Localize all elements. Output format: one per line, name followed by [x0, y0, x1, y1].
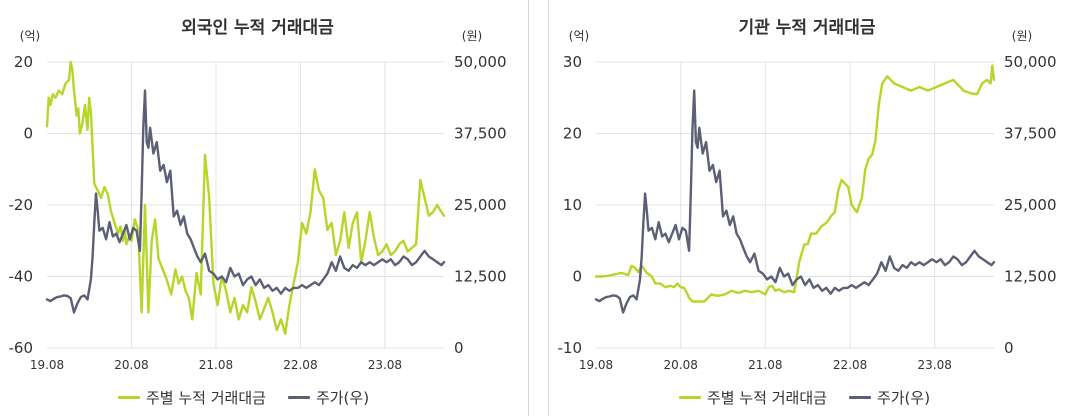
institution-chart: 기관 누적 거래대금 (억) (원) 19.08 20.08 21.08 22.08 23.0… [558, 18, 1057, 372]
foreign-investor-chart-panel: 외국인 누적 거래대금 (억) (원) 19.08 20.08 21.08 22.08 23.… [0, 0, 529, 416]
chart-title: 기관 누적 거래대금 [739, 18, 876, 38]
right-y-tick-label: 25,000 [454, 196, 507, 214]
right-y-tick-label: 0 [1004, 339, 1014, 357]
right-y-tick-label: 37,500 [454, 125, 507, 143]
chart-title: 외국인 누적 거래대금 [181, 18, 334, 38]
legend-item-price: 주가(우) [848, 387, 931, 408]
left-y-tick-label: 10 [563, 196, 582, 214]
x-tick-label: 20.08 [114, 358, 148, 372]
right-axis-unit: (원) [462, 29, 482, 43]
x-tick-label: 23.08 [918, 358, 952, 372]
x-tick-label: 21.08 [748, 358, 782, 372]
stock-price-series-line [45, 89, 446, 314]
x-tick-label: 20.08 [664, 358, 698, 372]
x-tick-label: 19.08 [30, 358, 64, 372]
legend-swatch-flow [118, 396, 140, 399]
legend-swatch-price [287, 396, 310, 399]
right-y-tick-label: 50,000 [454, 53, 507, 71]
stock-price-series-line [594, 89, 996, 314]
institution-chart-panel: 기관 누적 거래대금 (억) (원) 19.08 20.08 21.08 22.08 23.0… [548, 0, 1077, 416]
x-tick-label: 22.08 [833, 358, 867, 372]
panel-gap [529, 0, 548, 416]
legend-swatch-flow [679, 396, 701, 399]
x-tick-label: 19.08 [579, 358, 613, 372]
left-y-tick-label: 0 [23, 125, 33, 143]
left-y-tick-label: 30 [563, 53, 582, 71]
left-axis-unit: (억) [20, 29, 40, 43]
cumulative-flow-series-line [45, 60, 446, 335]
left-axis-unit: (억) [569, 29, 589, 43]
left-y-tick-label: -60 [9, 339, 34, 357]
left-y-tick-label: 0 [572, 268, 582, 286]
left-y-tick-label: -40 [9, 268, 34, 286]
legend-item-flow: 주별 누적 거래대금 [118, 387, 266, 408]
x-tick-label: 23.08 [368, 358, 402, 372]
right-y-tick-label: 0 [454, 339, 464, 357]
left-y-tick-label: -20 [9, 196, 34, 214]
legend-item-price: 주가(우) [287, 387, 370, 408]
left-y-tick-label: 20 [563, 125, 582, 143]
left-y-tick-label: -10 [558, 339, 583, 357]
x-tick-label: 21.08 [199, 358, 233, 372]
left-y-tick-label: 20 [14, 53, 33, 71]
right-y-tick-label: 25,000 [1004, 196, 1057, 214]
right-y-tick-label: 50,000 [1004, 53, 1057, 71]
legend-label-price: 주가(우) [876, 389, 931, 407]
legend-swatch-price [848, 396, 871, 399]
legend-label-price: 주가(우) [315, 389, 370, 407]
right-y-tick-label: 12,500 [454, 268, 507, 286]
right-axis-unit: (원) [1012, 29, 1032, 43]
chart-legend: 주별 누적 거래대금 주가(우) [679, 387, 930, 408]
legend-label-flow: 주별 누적 거래대금 [146, 389, 266, 407]
legend-label-flow: 주별 누적 거래대금 [707, 389, 827, 407]
legend-item-flow: 주별 누적 거래대금 [679, 387, 827, 408]
cumulative-flow-series-line [594, 64, 996, 303]
right-y-tick-label: 12,500 [1004, 268, 1057, 286]
chart-legend: 주별 누적 거래대금 주가(우) [118, 387, 369, 408]
right-y-tick-label: 37,500 [1004, 125, 1057, 143]
foreign-investor-chart: 외국인 누적 거래대금 (억) (원) 19.08 20.08 21.08 22.08 23.… [9, 18, 507, 372]
x-tick-label: 22.08 [283, 358, 317, 372]
